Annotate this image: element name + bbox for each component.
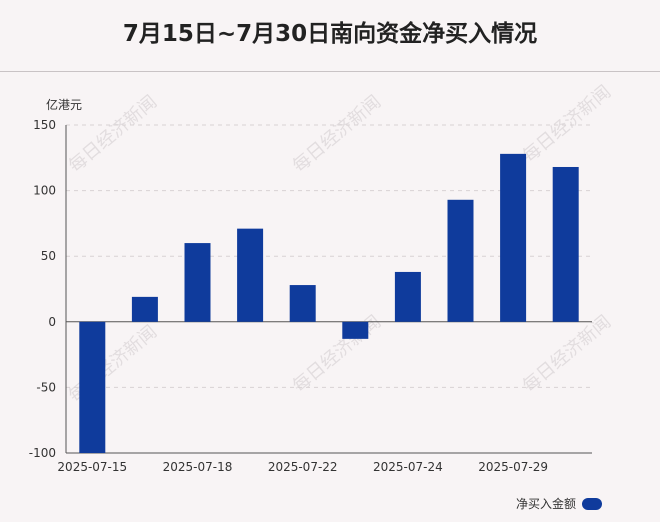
bar	[237, 228, 264, 322]
bars	[79, 153, 579, 453]
x-tick-label: 2025-07-29	[478, 460, 548, 474]
bar	[342, 321, 369, 339]
bar	[184, 243, 211, 322]
x-tick-label: 2025-07-15	[57, 460, 127, 474]
legend: 净买入金额	[516, 495, 602, 512]
legend-swatch	[582, 497, 602, 510]
x-tick-label: 2025-07-24	[373, 460, 443, 474]
y-tick-label: 150	[33, 118, 56, 132]
bar	[131, 296, 158, 322]
y-tick-label: -100	[29, 446, 56, 460]
y-tick-label: 100	[33, 184, 56, 198]
bar	[447, 199, 474, 322]
bar	[394, 271, 421, 322]
x-tick-label: 2025-07-18	[163, 460, 233, 474]
x-tick-label: 2025-07-22	[268, 460, 338, 474]
x-tick-labels: 2025-07-15 2025-07-18 2025-07-22 2025-07-24…	[57, 460, 548, 474]
bar	[79, 321, 106, 453]
legend-label: 净买入金额	[515, 497, 576, 511]
y-tick-labels: 150 100 50 0 -50 -100	[29, 118, 56, 460]
bar	[289, 285, 316, 322]
y-tick-label: -50	[36, 380, 56, 394]
y-tick-label: 50	[41, 249, 56, 263]
bar	[500, 153, 527, 322]
title-divider	[0, 71, 660, 72]
y-tick-label: 0	[48, 315, 56, 329]
bar	[552, 166, 579, 322]
chart-title: 7月15日~7月30日南向资金净买入情况	[122, 21, 538, 47]
y-axis-unit: 亿港元	[46, 98, 83, 112]
